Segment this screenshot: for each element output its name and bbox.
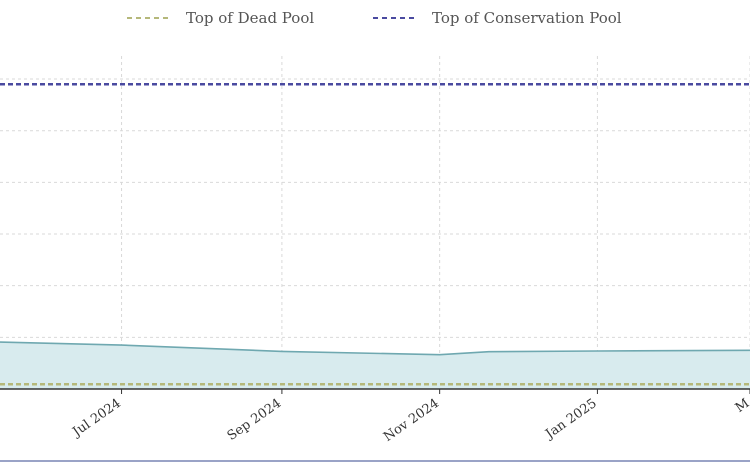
legend-label-dead-pool: Top of Dead Pool (186, 9, 314, 27)
x-tick-label: Jan 2025 (541, 396, 599, 443)
legend-label-conservation-pool: Top of Conservation Pool (432, 9, 622, 27)
x-axis-ticks: Jul 2024 Sep 2024 Nov 2024 Jan 2025 M (69, 389, 750, 445)
x-tick-label: M (733, 396, 750, 416)
legend: Top of Dead Pool Top of Conservation Poo… (127, 9, 622, 27)
storage-area-fill (0, 342, 750, 389)
x-tick-label: Nov 2024 (381, 396, 442, 445)
x-tick-label: Jul 2024 (69, 396, 124, 441)
x-tick-label: Sep 2024 (225, 396, 285, 444)
grid (0, 56, 750, 390)
storage-line (0, 341, 750, 356)
plot-area (0, 82, 750, 389)
